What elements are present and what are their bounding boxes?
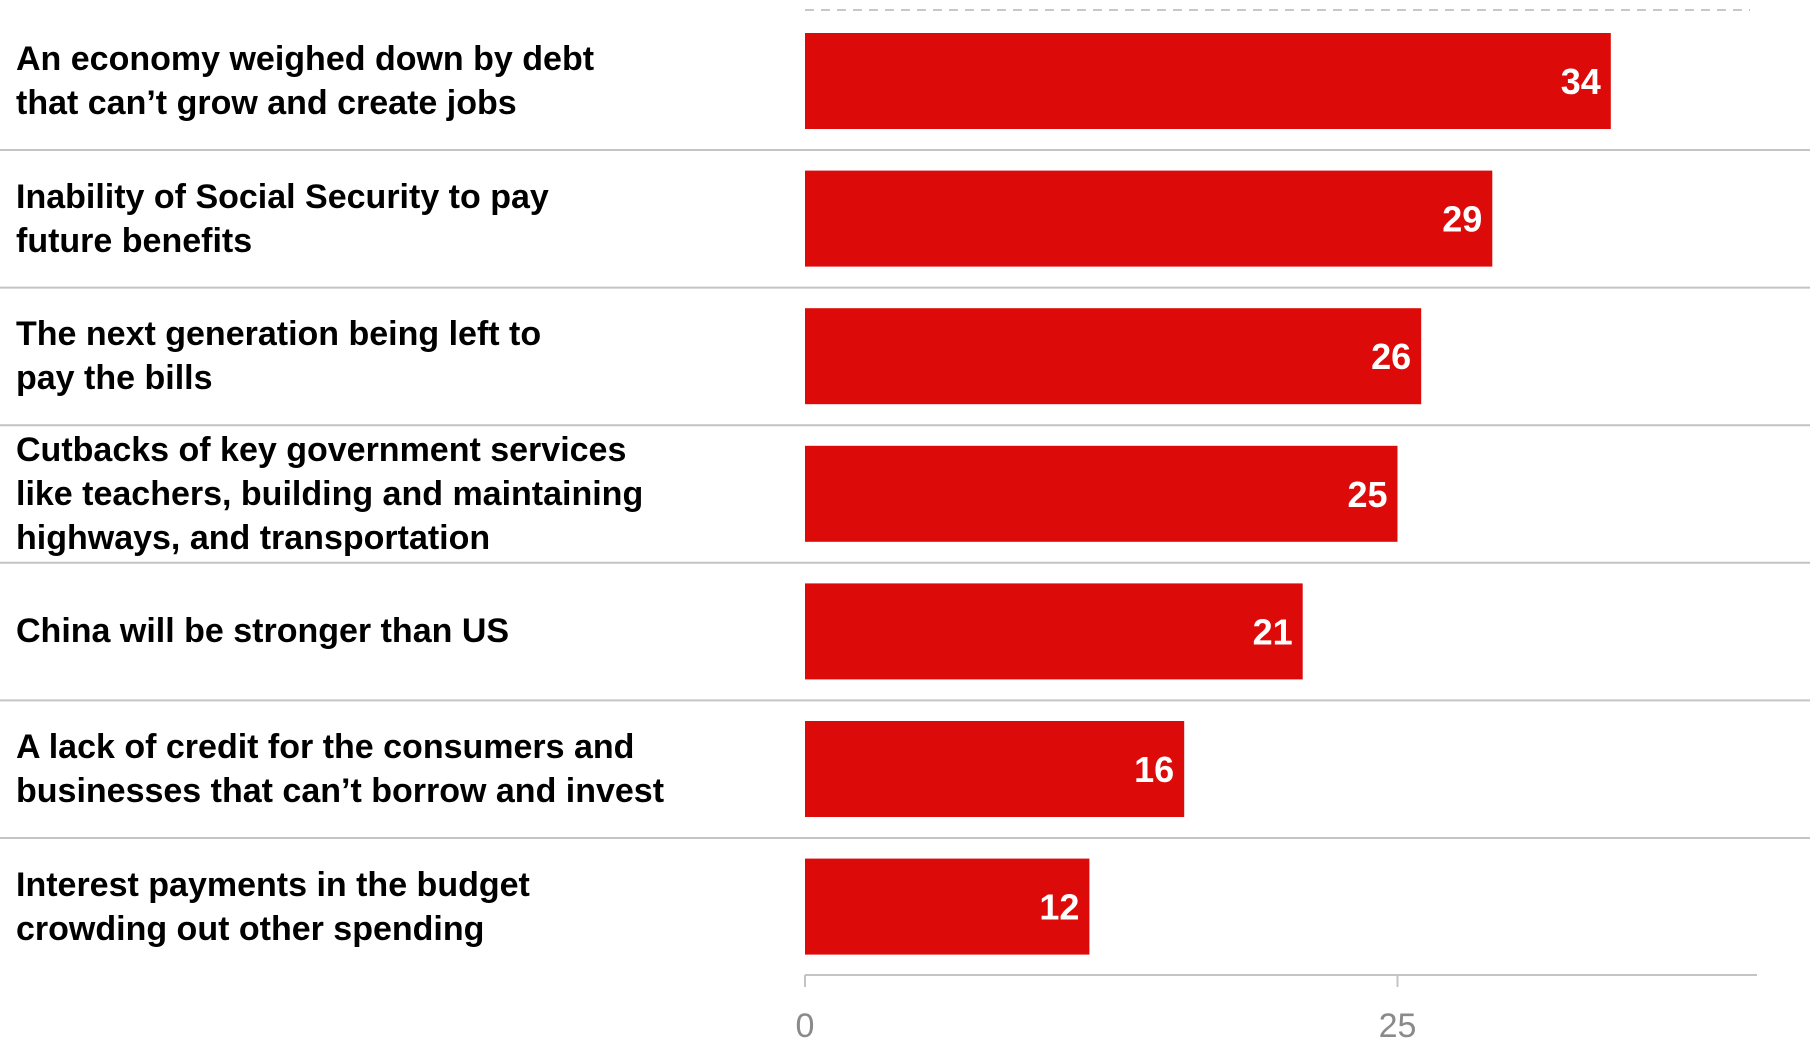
bar-value-label: 34 bbox=[1561, 61, 1601, 102]
category-label: Inability of Social Security to pay futu… bbox=[16, 177, 549, 260]
x-tick-label: 0 bbox=[796, 1007, 815, 1042]
x-axis: 0 25 bbox=[796, 974, 1757, 1042]
row-separators bbox=[0, 149, 1810, 839]
bar bbox=[805, 583, 1303, 680]
bar bbox=[805, 308, 1422, 405]
bar-value-label: 29 bbox=[1442, 199, 1482, 240]
category-label: A lack of credit for the consumers and b… bbox=[16, 728, 665, 810]
bars: 34 29 26 25 21 16 12 bbox=[805, 33, 1611, 955]
bar bbox=[805, 33, 1611, 129]
category-label: An economy weighed down by debt that can… bbox=[16, 40, 595, 122]
category-label: Cutbacks of key government services like… bbox=[16, 430, 644, 557]
bar-value-label: 25 bbox=[1347, 474, 1387, 515]
bar-value-label: 21 bbox=[1253, 611, 1293, 652]
bar bbox=[805, 721, 1185, 817]
x-tick-label: 25 bbox=[1379, 1007, 1417, 1042]
category-label: Interest payments in the budget crowding… bbox=[16, 865, 530, 948]
category-label: The next generation being left to pay th… bbox=[16, 315, 542, 398]
bar-value-label: 16 bbox=[1134, 749, 1174, 790]
bar bbox=[805, 170, 1493, 267]
bar bbox=[805, 858, 1090, 955]
bar-value-label: 12 bbox=[1039, 887, 1079, 928]
category-label: China will be stronger than US bbox=[16, 612, 510, 651]
bar bbox=[805, 445, 1398, 542]
bar-value-label: 26 bbox=[1371, 336, 1411, 377]
